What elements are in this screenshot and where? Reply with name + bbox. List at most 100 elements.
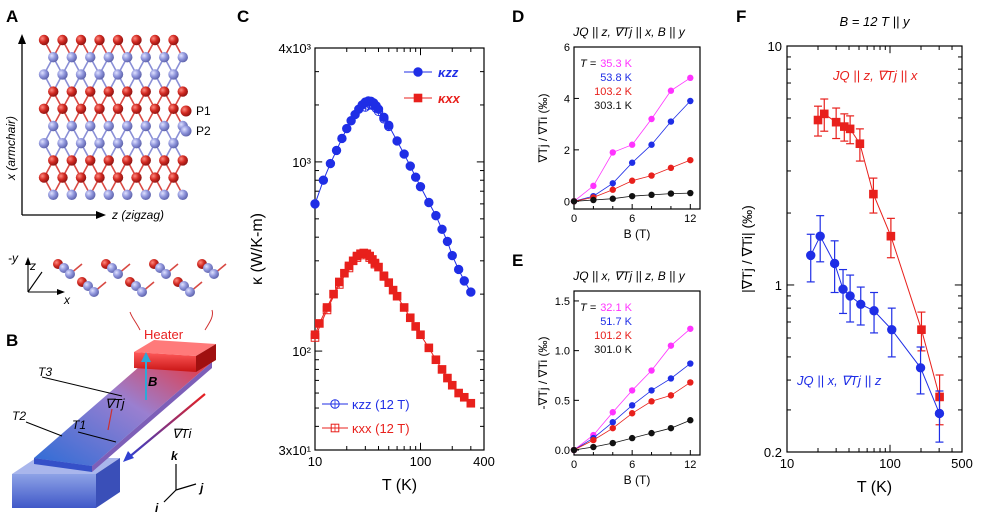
- panel-label-e: E: [512, 251, 523, 270]
- chart-title: JQ || x, ∇Tj || z, B || y: [572, 269, 685, 283]
- data-point: [431, 355, 441, 365]
- atom-p2: [66, 189, 77, 200]
- atom-p2: [57, 69, 68, 80]
- x-tick-label: 100: [410, 454, 432, 469]
- y-tick-label: 0.5: [555, 395, 570, 407]
- legend-label: κxx: [438, 91, 461, 106]
- data-point: [628, 410, 636, 417]
- atom-p1: [66, 155, 77, 166]
- legend-marker: [413, 93, 423, 103]
- data-point: [609, 419, 616, 426]
- data-point: [416, 330, 425, 340]
- heater-label: Heater: [144, 327, 184, 342]
- atom-p2: [48, 189, 59, 200]
- data-point: [667, 392, 675, 399]
- series-line: [810, 235, 940, 414]
- x-axis-label: T (K): [382, 477, 417, 494]
- coord-j-axis: [175, 483, 197, 491]
- atom-p1: [85, 155, 96, 166]
- series-4: [310, 250, 389, 342]
- data-point: [628, 192, 636, 200]
- data-point: [687, 360, 694, 367]
- x-tick-label: 10: [780, 456, 794, 471]
- data-point: [459, 392, 469, 402]
- thermocouple-t3: [41, 376, 123, 397]
- legend-label: 101.2 K: [594, 330, 633, 342]
- data-point: [431, 210, 441, 221]
- data-point: [628, 434, 636, 442]
- heat-sink-side: [96, 458, 120, 508]
- atom-p2: [122, 52, 133, 63]
- atom-p2: [112, 138, 124, 149]
- atom-p1: [122, 155, 133, 166]
- atom-p1: [177, 86, 188, 97]
- sample-bar-side: [92, 362, 212, 472]
- lattice-bonds: [43, 39, 184, 196]
- atom-p1: [48, 86, 59, 97]
- data-point: [915, 363, 926, 373]
- side-axis-y-arrowhead: [25, 257, 31, 265]
- heat-sink-front: [12, 474, 96, 508]
- atom-p2: [38, 69, 50, 80]
- data-point: [590, 196, 597, 204]
- data-point: [687, 97, 694, 105]
- x-tick-label: 6: [629, 213, 635, 225]
- panel-letters: A B C D E F: [6, 7, 746, 350]
- atom-p1: [103, 86, 114, 97]
- atom-p1: [75, 34, 87, 46]
- atom-p2: [103, 120, 114, 132]
- legend-lower: κzz (12 T) κxx (12 T): [322, 397, 410, 436]
- atom-p1: [94, 172, 105, 183]
- data-point: [687, 325, 694, 332]
- data-point: [340, 268, 349, 278]
- atom-p2: [149, 69, 161, 80]
- data-point: [411, 322, 420, 331]
- legend-label: κxx (12 T): [352, 421, 410, 436]
- data-point: [806, 250, 816, 261]
- atom-p2: [48, 120, 59, 132]
- series-2: [570, 97, 694, 205]
- atom-p2: [177, 52, 188, 63]
- x-axis-label: B (T): [624, 473, 651, 487]
- atom-p1: [149, 34, 161, 46]
- y-axis-label: ∇Tj / ∇Ti (‰): [536, 94, 550, 164]
- data-point: [331, 145, 342, 156]
- atom-p2: [122, 120, 133, 132]
- atom-p2: [159, 189, 170, 200]
- atom-p2: [66, 52, 77, 63]
- data-point: [609, 409, 616, 416]
- data-point: [855, 139, 865, 149]
- atom-p1: [48, 155, 59, 166]
- x-axis-label: T (K): [857, 479, 892, 496]
- plot-frame: [314, 47, 485, 451]
- chart-f-ratio-vs-t: 10 100 500 0.2 1 10 T (K) |∇Tj / ∇Ti| (‰) B = 12…: [739, 14, 973, 496]
- panel-label-d: D: [512, 7, 524, 26]
- data-point: [648, 172, 655, 179]
- x-tick-label: 12: [684, 459, 696, 471]
- chart-d-ratio-z: 0 6 12 0 2 4 6 B (T) ∇Tj / ∇Ti (‰) JQ || z, ∇Tj |…: [536, 25, 701, 241]
- y-tick-label: 3x10¹: [278, 443, 311, 458]
- atom-p1: [38, 172, 50, 183]
- side-atom-p2: [161, 269, 171, 279]
- data-point: [609, 149, 616, 156]
- legend-label: 303.1 K: [594, 100, 633, 112]
- data-point: [447, 380, 457, 390]
- side-axis-y-label: -y: [8, 251, 19, 265]
- side-axis-x-arrowhead: [57, 289, 65, 295]
- atom-p2: [103, 189, 114, 200]
- atom-p2: [131, 69, 142, 80]
- legend-p2-atom: [180, 125, 192, 137]
- data-point: [318, 175, 329, 185]
- data-point: [405, 161, 415, 171]
- axis-x-arrowhead: [18, 34, 26, 44]
- legend-label: 32.1 K: [600, 302, 632, 314]
- data-point: [609, 439, 616, 447]
- data-point: [648, 429, 655, 437]
- atom-p1: [149, 172, 161, 183]
- grad-ti-arrow: [127, 393, 206, 459]
- atom-p2: [85, 189, 96, 200]
- y-tick-label: 4: [564, 93, 570, 105]
- data-point: [399, 303, 409, 312]
- data-point: [667, 87, 675, 94]
- y-axis-label: |∇Tj / ∇Ti| (‰): [739, 205, 755, 293]
